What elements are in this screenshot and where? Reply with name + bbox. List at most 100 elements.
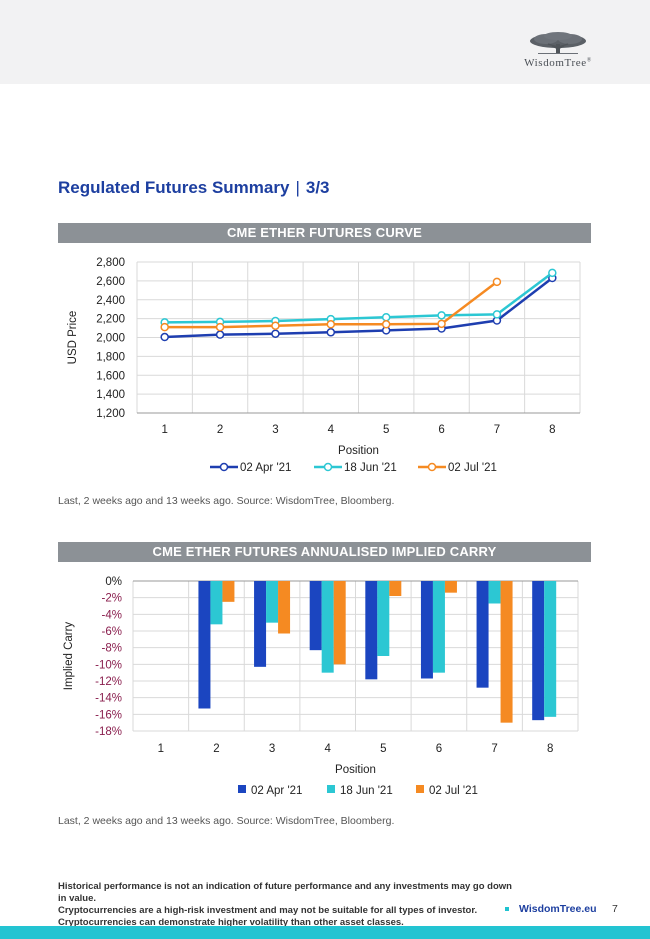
- bar: [532, 581, 545, 721]
- data-point: [160, 332, 169, 342]
- y-tick-label: 1,400: [96, 389, 125, 401]
- bar: [544, 581, 557, 717]
- legend-swatch: [416, 785, 424, 793]
- data-point: [492, 277, 502, 287]
- legend-label: 02 Apr '21: [251, 785, 302, 797]
- y-tick-label: -6%: [102, 626, 122, 638]
- bar: [365, 581, 378, 680]
- site-link-text: WisdomTree.eu: [519, 903, 597, 915]
- logo-registered: ®: [586, 57, 592, 64]
- bar: [333, 581, 346, 665]
- bar: [377, 581, 390, 656]
- y-tick-label: 2,600: [96, 276, 125, 288]
- implied-carry-chart: 0% -2% -4% -6% -8% -10% -12% -14% -16% -18% 1 2 3 4 5 6…: [63, 576, 579, 797]
- chart2-caption: Last, 2 weeks ago and 13 weeks ago. Sour…: [58, 815, 395, 827]
- x-tick-label: 2: [217, 424, 223, 436]
- legend-swatch: [238, 785, 246, 793]
- x-tick-label: 1: [158, 743, 164, 755]
- x-tick-label: 5: [380, 743, 386, 755]
- x-tick-label: 4: [324, 743, 331, 755]
- data-point: [381, 320, 391, 329]
- legend-swatch: [327, 785, 335, 793]
- x-tick-label: 1: [161, 424, 167, 436]
- data-point: [271, 329, 280, 338]
- bar: [198, 581, 211, 709]
- y-tick-label: -8%: [102, 643, 122, 655]
- bar: [500, 581, 513, 723]
- disclaimer-line: Historical performance is not an indicat…: [58, 881, 512, 904]
- futures-curve-chart: 2,800 2,600 2,400 2,200 2,000 1,800 1,600 1,400…: [67, 257, 581, 474]
- y-tick-label: -18%: [95, 726, 122, 738]
- data-point: [326, 320, 336, 329]
- x-tick-label: 3: [272, 424, 278, 436]
- x-tick-label: 8: [547, 743, 553, 755]
- x-axis-label: Position: [335, 764, 376, 776]
- bar: [266, 581, 279, 623]
- bullet-icon: [505, 907, 509, 912]
- bar: [476, 581, 489, 688]
- x-tick-label: 3: [269, 743, 275, 755]
- x-tick-label: 6: [438, 424, 444, 436]
- bar: [254, 581, 267, 667]
- legend-label: 18 Jun '21: [340, 785, 393, 797]
- bar: [389, 581, 402, 596]
- legend-label: 02 Jul '21: [448, 462, 497, 474]
- series-line: [164, 277, 554, 339]
- data-point: [160, 322, 169, 332]
- x-tick-label: 5: [383, 424, 389, 436]
- wisdomtree-logo: WisdomTree®: [508, 30, 608, 74]
- legend-marker: [219, 462, 229, 472]
- bar: [222, 581, 235, 602]
- bar: [444, 581, 457, 593]
- data-point: [326, 328, 336, 337]
- bar: [420, 581, 433, 679]
- bottom-accent-bar: [0, 926, 650, 939]
- x-tick-label: 2: [213, 743, 219, 755]
- disclaimer-line: Cryptocurrencies are a high-risk investm…: [58, 905, 478, 916]
- data-point: [492, 310, 502, 319]
- x-tick-label: 7: [494, 424, 500, 436]
- y-tick-label: 2,200: [96, 314, 125, 326]
- y-tick-label: 2,000: [96, 333, 125, 345]
- y-tick-label: -2%: [102, 593, 122, 605]
- y-tick-label: -16%: [95, 709, 122, 721]
- bar: [321, 581, 334, 673]
- page-title-main: Regulated Futures Summary: [58, 178, 290, 197]
- page-title-part: 3/3: [305, 178, 330, 197]
- y-tick-label: -4%: [102, 609, 122, 621]
- x-tick-label: 8: [549, 424, 555, 436]
- y-tick-label: -12%: [95, 676, 122, 688]
- data-point: [437, 319, 446, 329]
- tree-icon: [530, 32, 586, 54]
- bar: [488, 581, 501, 604]
- disclaimer: Historical performance is not an indicat…: [58, 881, 518, 929]
- chart2-title: CME ETHER FUTURES ANNUALISED IMPLIED CAR…: [58, 542, 591, 562]
- data-point: [381, 312, 391, 322]
- bar: [210, 581, 223, 625]
- legend-marker: [323, 462, 333, 472]
- y-tick-label: 1,600: [96, 370, 125, 382]
- page-title-separator: |: [295, 178, 300, 197]
- y-tick-label: 2,400: [96, 295, 125, 307]
- x-tick-label: 4: [328, 424, 335, 436]
- y-axis-label: Implied Carry: [63, 622, 75, 691]
- series-line: [164, 271, 554, 324]
- page-number: 7: [612, 903, 618, 915]
- y-axis-label: USD Price: [67, 311, 79, 365]
- data-point: [437, 311, 446, 320]
- x-tick-label: 6: [436, 743, 442, 755]
- site-link[interactable]: WisdomTree.eu: [505, 903, 597, 915]
- y-tick-label: 1,800: [96, 351, 125, 363]
- logo-text: WisdomTree: [524, 57, 587, 69]
- data-point: [215, 330, 225, 339]
- legend-label: 02 Jul '21: [429, 785, 478, 797]
- y-tick-label: 1,200: [96, 408, 125, 420]
- y-tick-label: -14%: [95, 693, 122, 705]
- data-point: [271, 321, 280, 330]
- y-tick-label: 2,800: [96, 257, 125, 269]
- x-axis-label: Position: [338, 445, 379, 457]
- x-tick-label: 7: [491, 743, 497, 755]
- disclaimer-line: Cryptocurrencies can demonstrate higher …: [58, 917, 404, 928]
- bar: [432, 581, 445, 673]
- bar: [278, 581, 291, 634]
